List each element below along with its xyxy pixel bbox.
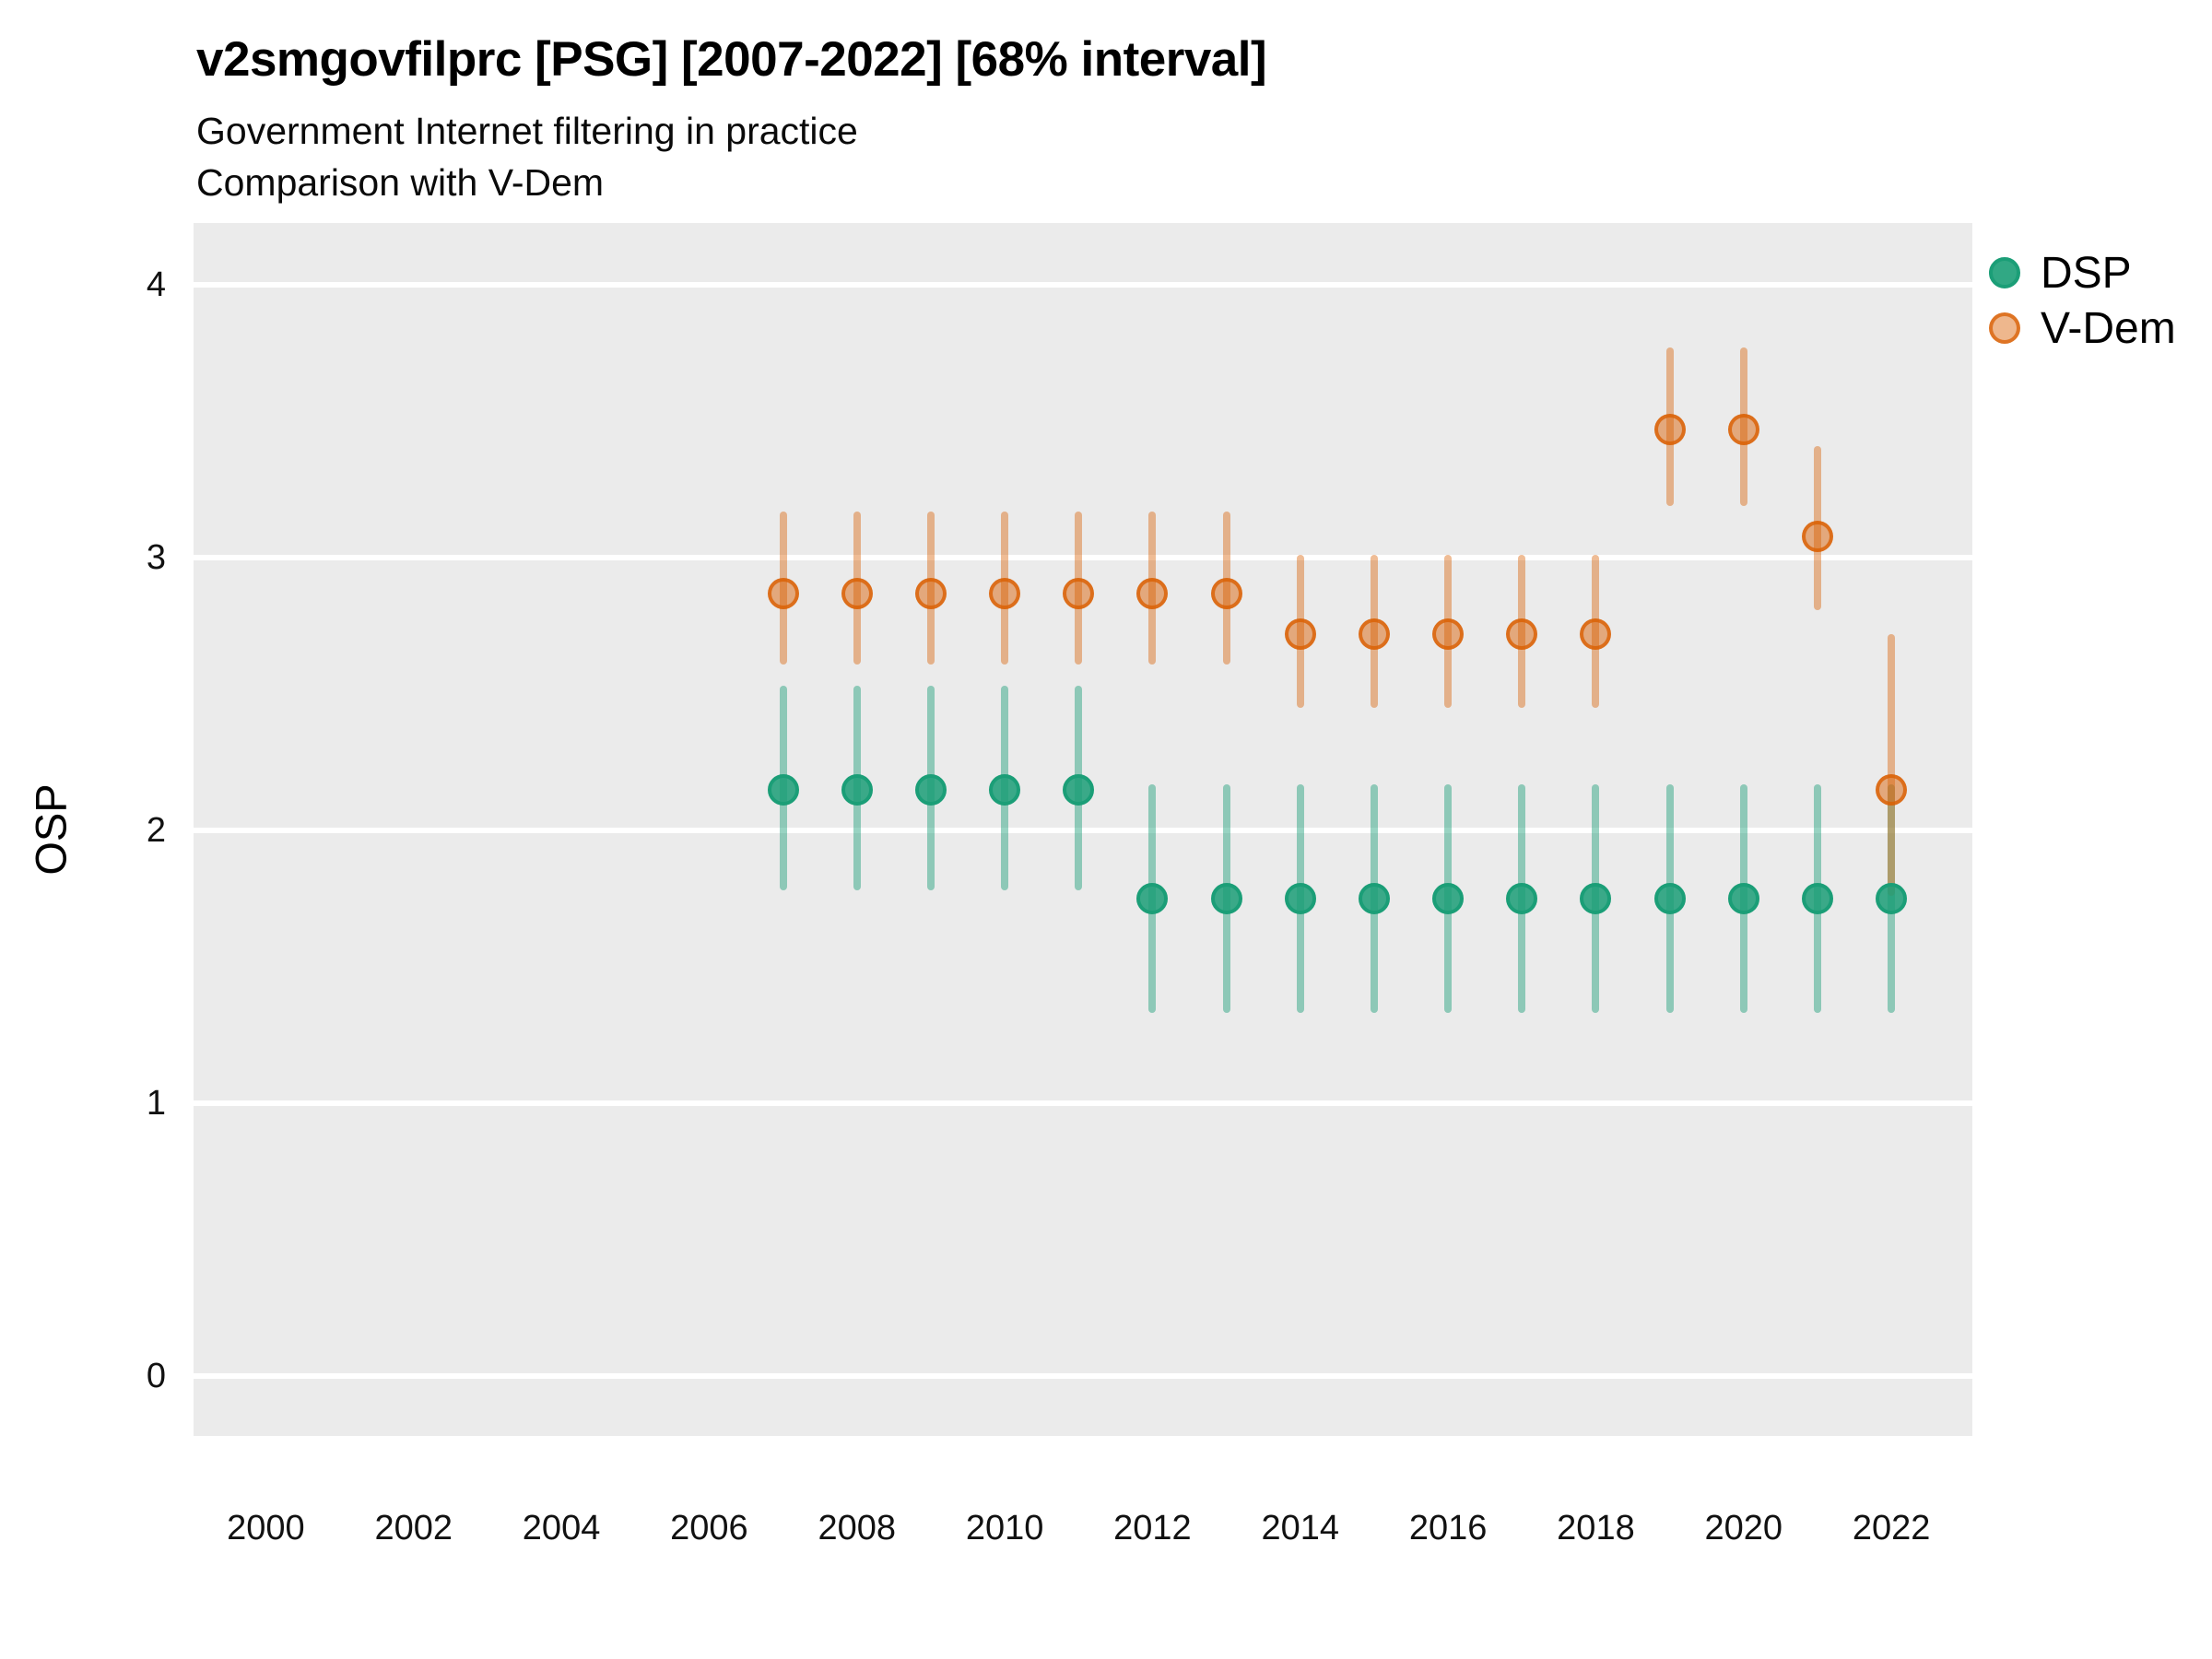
point-DSP-2012 bbox=[1136, 883, 1169, 915]
point-V-Dem-2020 bbox=[1727, 414, 1759, 446]
legend: DSP V-Dem bbox=[1989, 249, 2176, 361]
y-tick-label-3: 3 bbox=[146, 538, 166, 578]
point-V-Dem-2010 bbox=[989, 577, 1021, 609]
gridline-y-0 bbox=[194, 1373, 1972, 1379]
point-DSP-2008 bbox=[841, 773, 873, 806]
point-DSP-2016 bbox=[1432, 883, 1465, 915]
point-V-Dem-2011 bbox=[1063, 577, 1095, 609]
legend-label-vdem: V-Dem bbox=[2041, 303, 2176, 353]
point-DSP-2021 bbox=[1801, 883, 1833, 915]
point-DSP-2013 bbox=[1210, 883, 1242, 915]
x-tick-label-2014: 2014 bbox=[1261, 1509, 1340, 1547]
point-DSP-2018 bbox=[1580, 883, 1612, 915]
point-DSP-2019 bbox=[1653, 883, 1686, 915]
vdem-legend-dot-icon bbox=[1989, 312, 2020, 344]
point-DSP-2007 bbox=[767, 773, 799, 806]
x-tick-label-2002: 2002 bbox=[374, 1509, 453, 1547]
x-tick-label-2008: 2008 bbox=[818, 1509, 897, 1547]
point-DSP-2009 bbox=[914, 773, 947, 806]
x-tick-label-2004: 2004 bbox=[522, 1509, 601, 1547]
plot-panel bbox=[194, 223, 1972, 1436]
point-DSP-2020 bbox=[1727, 883, 1759, 915]
point-V-Dem-2018 bbox=[1580, 618, 1612, 651]
point-V-Dem-2017 bbox=[1506, 618, 1538, 651]
gridline-y-3 bbox=[194, 555, 1972, 561]
point-V-Dem-2022 bbox=[1876, 773, 1908, 806]
point-V-Dem-2015 bbox=[1358, 618, 1390, 651]
x-tick-label-2016: 2016 bbox=[1408, 1509, 1488, 1547]
point-V-Dem-2008 bbox=[841, 577, 873, 609]
gridline-y-1 bbox=[194, 1100, 1972, 1107]
chart-title: v2smgovfilprc [PSG] [2007-2022] [68% int… bbox=[196, 32, 1267, 87]
point-V-Dem-2012 bbox=[1136, 577, 1169, 609]
point-DSP-2017 bbox=[1506, 883, 1538, 915]
point-DSP-2010 bbox=[989, 773, 1021, 806]
x-tick-label-2020: 2020 bbox=[1704, 1509, 1783, 1547]
point-V-Dem-2009 bbox=[914, 577, 947, 609]
y-tick-label-0: 0 bbox=[146, 1357, 166, 1395]
point-V-Dem-2021 bbox=[1801, 520, 1833, 552]
point-V-Dem-2016 bbox=[1432, 618, 1465, 651]
dsp-legend-dot-icon bbox=[1989, 257, 2020, 288]
chart-subtitle-line1: Government Internet filtering in practic… bbox=[196, 110, 858, 152]
point-DSP-2014 bbox=[1284, 883, 1316, 915]
point-V-Dem-2014 bbox=[1284, 618, 1316, 651]
point-V-Dem-2007 bbox=[767, 577, 799, 609]
y-tick-label-2: 2 bbox=[146, 811, 166, 851]
x-tick-label-2010: 2010 bbox=[965, 1509, 1044, 1547]
point-DSP-2015 bbox=[1358, 883, 1390, 915]
x-tick-label-2018: 2018 bbox=[1557, 1509, 1635, 1547]
x-tick-label-2012: 2012 bbox=[1113, 1509, 1192, 1547]
chart-subtitle-line2: Comparison with V-Dem bbox=[196, 161, 605, 204]
gridline-y-4 bbox=[194, 282, 1972, 288]
legend-item-dsp: DSP bbox=[1989, 249, 2176, 298]
interval-bar-V-Dem-2022 bbox=[1888, 634, 1896, 897]
y-tick-label-4: 4 bbox=[146, 265, 166, 305]
x-tick-label-2006: 2006 bbox=[670, 1509, 748, 1547]
y-tick-label-1: 1 bbox=[146, 1084, 166, 1124]
point-DSP-2022 bbox=[1876, 883, 1908, 915]
legend-label-dsp: DSP bbox=[2041, 248, 2132, 298]
point-V-Dem-2019 bbox=[1653, 414, 1686, 446]
point-DSP-2011 bbox=[1063, 773, 1095, 806]
x-tick-label-2000: 2000 bbox=[227, 1509, 305, 1547]
x-tick-label-2022: 2022 bbox=[1852, 1509, 1931, 1547]
legend-item-vdem: V-Dem bbox=[1989, 304, 2176, 353]
gridline-y-2 bbox=[194, 828, 1972, 834]
point-V-Dem-2013 bbox=[1210, 577, 1242, 609]
